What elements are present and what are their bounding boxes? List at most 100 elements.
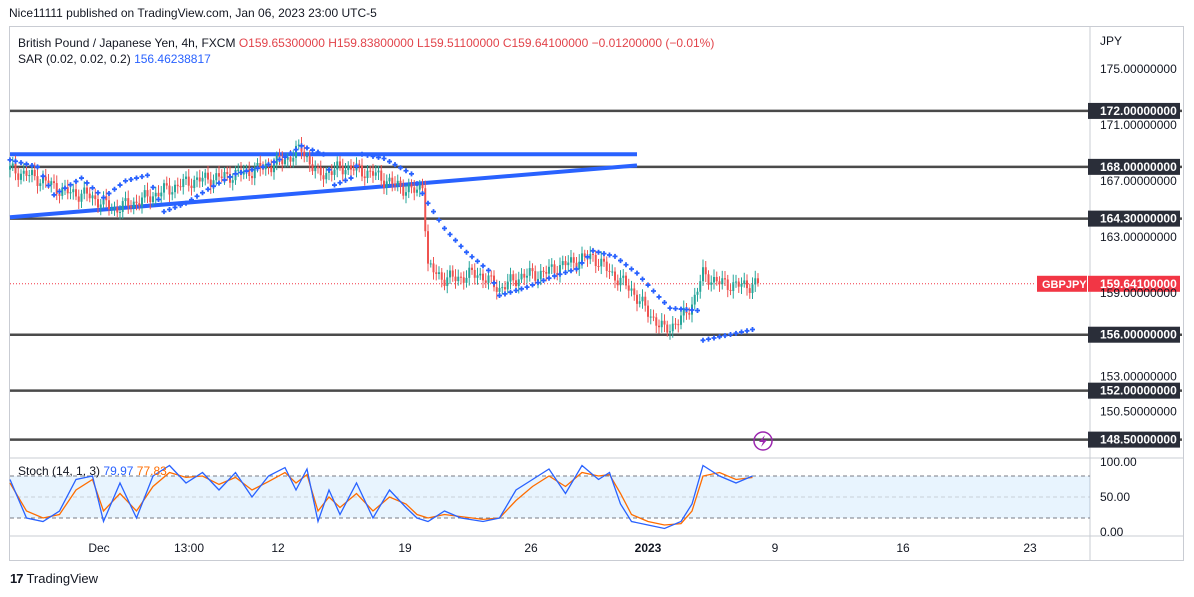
- candle-body: [581, 253, 583, 262]
- candle-body: [718, 281, 721, 285]
- sar-dot: [403, 168, 409, 174]
- sar-dot: [750, 327, 755, 333]
- candle-body: [207, 172, 209, 180]
- sar-dot: [535, 280, 541, 286]
- candle-body: [185, 176, 187, 179]
- sar-dot: [722, 333, 728, 339]
- candle-body: [209, 179, 212, 187]
- candle-body: [457, 276, 460, 282]
- sar-dot: [486, 267, 491, 273]
- candle-body: [121, 201, 124, 212]
- candle-body: [160, 192, 163, 197]
- level-label-box: [1088, 326, 1180, 343]
- candle-body: [165, 183, 168, 186]
- symbol-description[interactable]: British Pound / Japanese Yen, 4h, FXCM: [18, 36, 236, 50]
- sar-dot: [541, 277, 546, 283]
- level-label-box: [1088, 158, 1180, 175]
- candle-body: [242, 171, 245, 175]
- sar-dot: [530, 282, 535, 288]
- price-axis[interactable]: JPY175.00000000171.00000000167.000000001…: [1100, 34, 1177, 419]
- sar-dot: [381, 155, 387, 161]
- sar-dot: [266, 161, 271, 167]
- candle-body: [223, 172, 226, 178]
- sar-dot: [145, 172, 150, 178]
- sar-dot: [244, 168, 249, 174]
- candle-body: [253, 167, 256, 179]
- candle-body: [468, 267, 471, 278]
- level-label: 168.00000000: [1100, 160, 1177, 174]
- sar-dot: [343, 177, 348, 183]
- sar-dot: [299, 143, 304, 149]
- candle-body: [9, 166, 11, 170]
- sar-dot: [629, 266, 634, 272]
- candle-body: [578, 261, 581, 269]
- candle-body: [17, 173, 20, 180]
- candle-body: [490, 275, 493, 277]
- candle-body: [344, 170, 347, 175]
- candle-body: [36, 176, 39, 186]
- candle-body: [270, 167, 273, 173]
- candle-body: [198, 177, 201, 182]
- candle-body: [482, 273, 484, 281]
- candle-body: [680, 315, 682, 325]
- sar-dot: [194, 193, 200, 199]
- chart-frame: [9, 26, 1184, 561]
- candle-body: [517, 279, 520, 287]
- candle-body: [97, 199, 99, 208]
- sar-dot: [150, 184, 156, 190]
- symbol-tag-box: [1037, 275, 1087, 292]
- candle-body: [713, 276, 715, 283]
- candle-body: [31, 170, 33, 176]
- candle-body: [218, 173, 220, 177]
- brand-name[interactable]: TradingView: [26, 571, 99, 586]
- price-tick-label: 150.50000000: [1100, 405, 1177, 419]
- candle-body: [105, 196, 108, 201]
- candle-body: [220, 176, 223, 178]
- sar-dot: [733, 330, 739, 336]
- candle-body: [39, 183, 42, 186]
- sar-dot: [574, 266, 579, 272]
- candle-body: [440, 272, 443, 280]
- sar-dot: [464, 249, 469, 255]
- candle-body: [154, 192, 157, 197]
- candle-body: [394, 183, 396, 186]
- candle-body: [636, 294, 638, 304]
- candle-body: [341, 166, 344, 175]
- sar-dot: [161, 209, 167, 215]
- candle-body: [289, 157, 292, 162]
- sar-dot: [249, 167, 255, 173]
- sar-dot: [497, 293, 502, 299]
- sar-dot: [447, 231, 453, 237]
- sar-dot: [211, 183, 216, 189]
- candle-body: [44, 176, 47, 181]
- sar-dot: [183, 200, 189, 206]
- candle-body: [674, 323, 677, 325]
- sar-dot: [29, 162, 35, 168]
- sar-dot: [365, 152, 370, 158]
- time-axis[interactable]: Dec 13:00 12 19 26 2023 9 16 23: [88, 541, 1037, 555]
- candle-body: [179, 186, 182, 188]
- sar-dot: [227, 174, 233, 180]
- sar-label[interactable]: SAR (0.02, 0.02, 0.2): [18, 52, 131, 66]
- candle-body: [545, 272, 548, 274]
- stoch-label[interactable]: Stoch (14, 1, 3): [18, 464, 101, 478]
- sar-dot: [7, 157, 13, 163]
- candle-body: [83, 187, 86, 194]
- candle-body: [416, 189, 418, 193]
- sar-dot: [568, 268, 574, 274]
- candle-body: [504, 287, 506, 290]
- candle-body: [438, 272, 440, 275]
- candle-body: [42, 176, 44, 184]
- sar-dot: [458, 243, 464, 249]
- candle-body: [575, 262, 578, 269]
- price-tick-label: 167.00000000: [1100, 174, 1177, 188]
- candle-body: [281, 158, 284, 165]
- candle-body: [743, 280, 746, 284]
- publisher-line: Nice11111 published on TradingView.com, …: [9, 6, 377, 20]
- candle-body: [432, 263, 435, 273]
- sar-dot: [398, 165, 403, 171]
- sar-dot: [216, 180, 222, 186]
- candle-body: [366, 170, 369, 179]
- sar-dot: [18, 160, 24, 166]
